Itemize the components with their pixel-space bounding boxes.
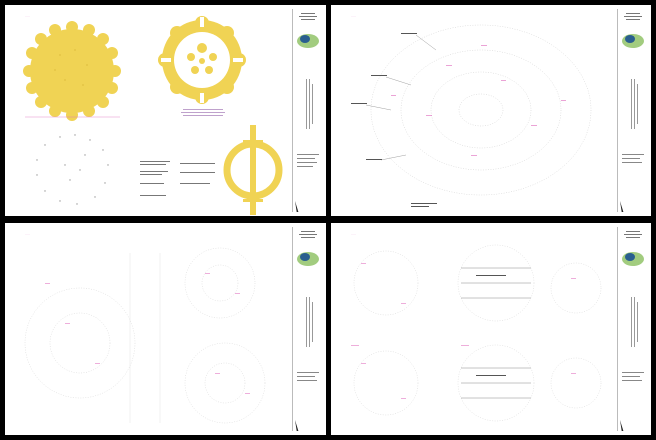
title-block [617,227,647,433]
drawing-sheet-4: ····· [331,223,651,435]
title-block-art [295,13,319,214]
sheet-1-drawing [23,16,283,215]
drawing-sheet-2: ····· [331,5,651,216]
title-block-art [620,231,644,433]
flower-ring-caption [181,109,225,116]
flower-ring [158,16,246,104]
drawing-sheet-1: ····· [5,5,326,216]
leaf-logo-icon [622,34,644,48]
ring-with-bar [223,125,283,215]
north-arrow-icon [620,420,624,433]
north-arrow-icon [620,201,624,214]
leaf-logo-icon [297,252,319,266]
title-block [292,9,322,214]
sheet-2-drawing [351,24,592,207]
title-block-art [620,13,644,214]
dotted-plan [36,134,109,205]
title-block [292,227,322,433]
sheet-3-drawing [24,247,266,424]
notes-block [140,161,215,196]
scalloped-disc [23,21,121,121]
title-block [617,9,647,214]
sheet-tag: ····· [25,232,30,236]
leaf-logo-icon [622,252,644,266]
title-block-art [295,231,319,433]
north-arrow-icon [295,420,299,433]
north-arrow-icon [295,201,299,214]
drawing-sheet-3: ····· [5,223,326,435]
sheet-4-drawing [351,244,602,422]
leaf-logo-icon [297,34,319,48]
sheet-tag: ····· [25,14,30,18]
sheet-tag: ····· [351,232,356,236]
sheet-tag: ····· [351,14,356,18]
